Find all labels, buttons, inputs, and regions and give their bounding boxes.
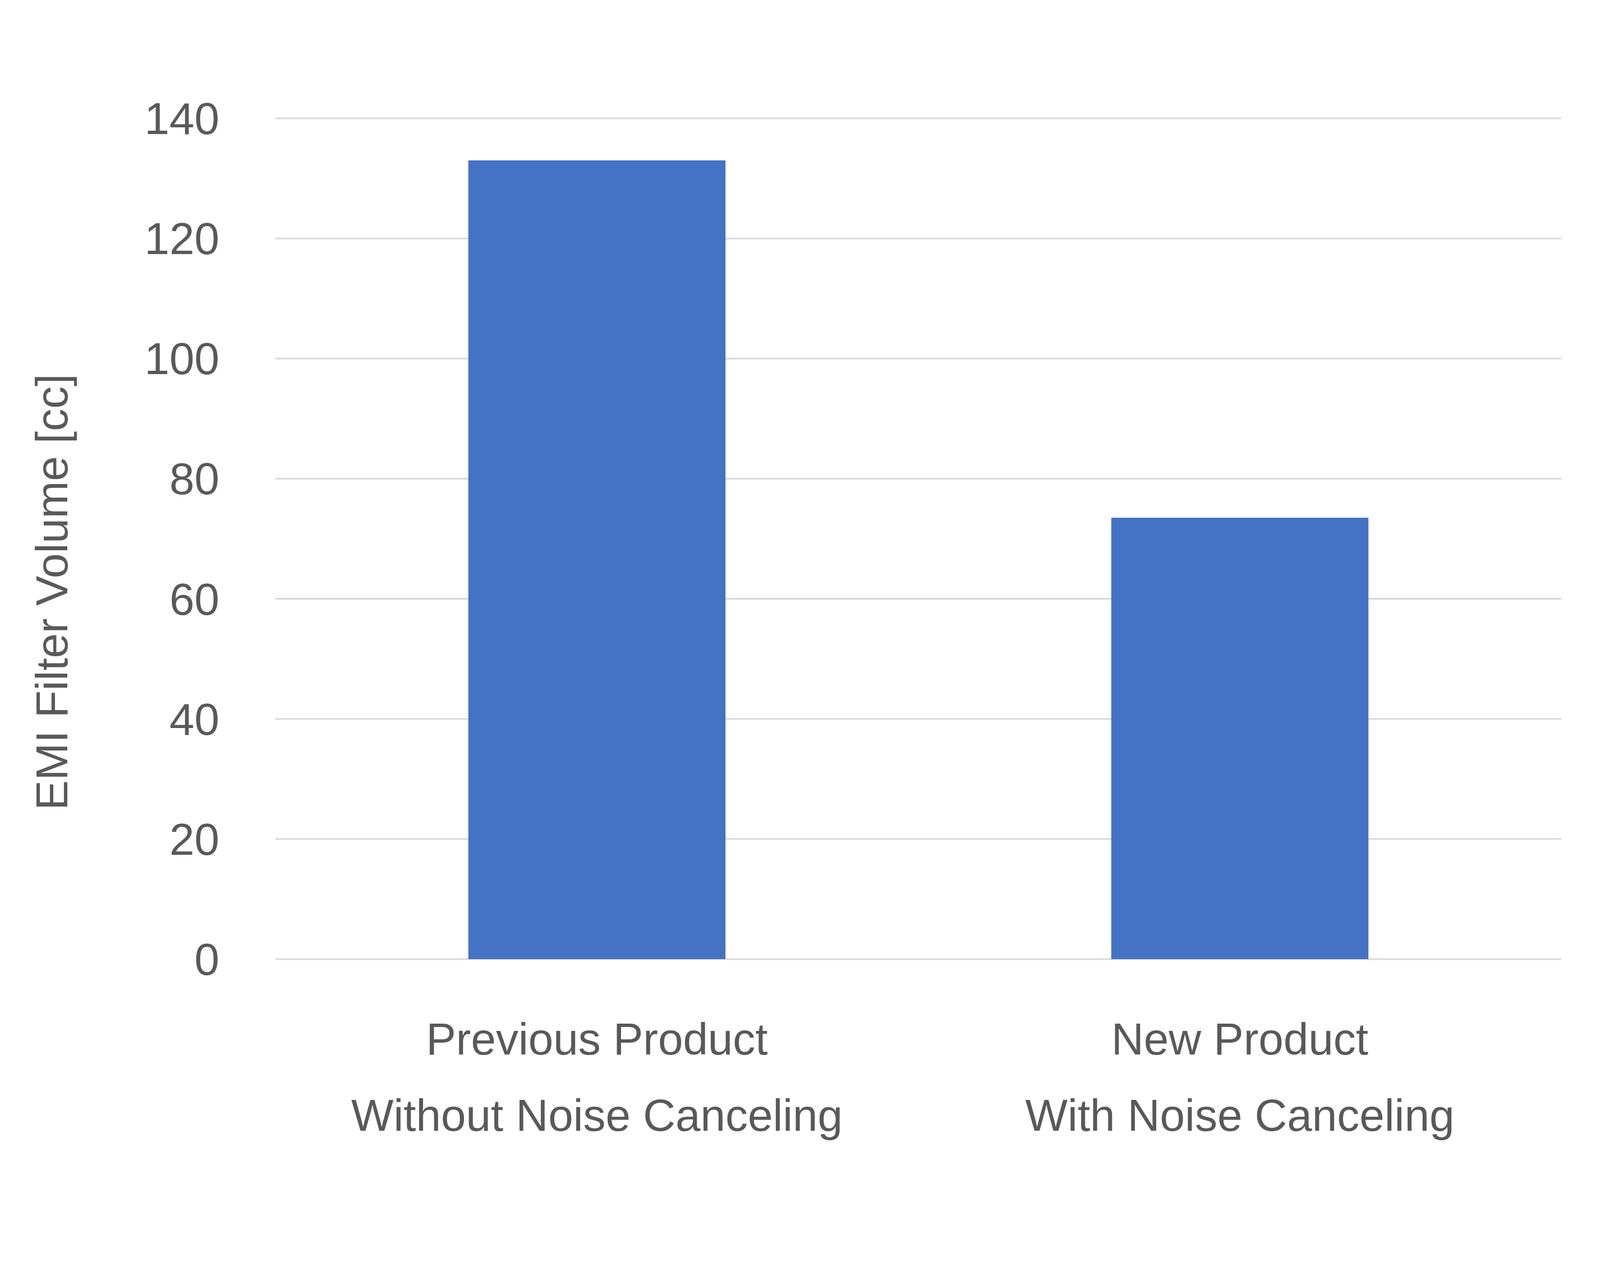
y-tick-label: 140 [144, 93, 220, 144]
bars [468, 160, 1369, 960]
x-tick-label-line: With Noise Canceling [1025, 1090, 1455, 1141]
x-tick-label-line: Without Noise Canceling [351, 1090, 843, 1141]
y-tick-label: 120 [144, 213, 220, 264]
x-tick-label-line: Previous Product [425, 1014, 768, 1065]
grid-line [275, 117, 1562, 120]
x-tick-label-line: New Product [1111, 1014, 1369, 1065]
y-tick-label: 60 [169, 574, 220, 625]
y-axis-label: EMI Filter Volume [cc] [26, 374, 77, 811]
y-tick-label: 100 [144, 333, 220, 384]
y-tick-label: 80 [169, 453, 220, 504]
x-tick-label: New Product With Noise Canceling [1025, 1014, 1455, 1141]
y-tick-label: 20 [169, 814, 220, 865]
bar [1111, 517, 1369, 960]
y-tick-label: 40 [169, 694, 220, 745]
y-tick-label: 0 [194, 934, 220, 985]
chart: 0 20 40 60 80 100 120 140 Previous Product Withou… [0, 0, 1600, 1262]
x-tick-label: Previous Product Without Noise Canceling [351, 1014, 843, 1141]
bar [468, 160, 726, 960]
